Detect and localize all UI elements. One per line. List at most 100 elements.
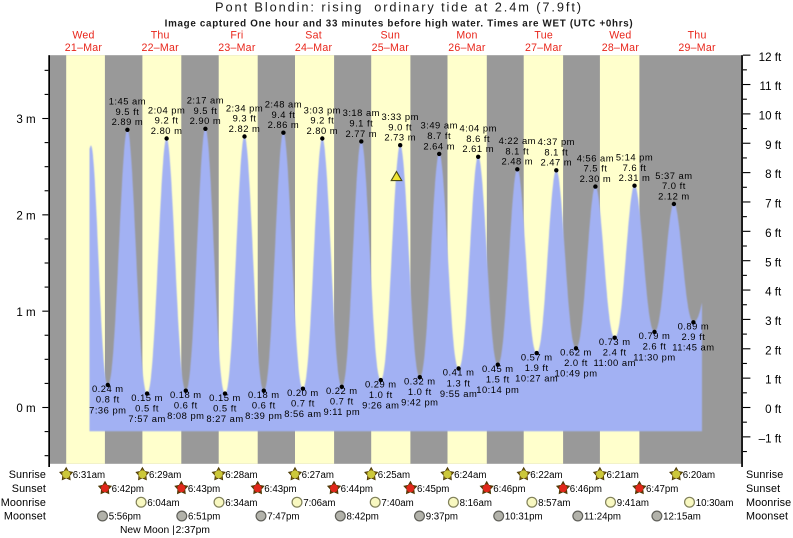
svg-text:Wed: Wed — [609, 30, 631, 42]
svg-text:1.0 ft: 1.0 ft — [408, 386, 432, 397]
svg-text:Image captured One hour and 33: Image captured One hour and 33 minutes b… — [165, 19, 634, 30]
svg-text:6:21am: 6:21am — [607, 470, 639, 481]
svg-text:9 ft: 9 ft — [765, 139, 782, 152]
svg-text:0.18 m: 0.18 m — [170, 389, 202, 400]
svg-text:Moonrise: Moonrise — [746, 497, 791, 509]
svg-text:10:27 am: 10:27 am — [515, 373, 558, 384]
svg-text:0.22 m: 0.22 m — [326, 385, 358, 396]
svg-text:0.57 m: 0.57 m — [521, 351, 553, 362]
svg-text:9:41am: 9:41am — [617, 498, 649, 509]
svg-text:Tue: Tue — [534, 30, 553, 42]
svg-text:21–Mar: 21–Mar — [65, 42, 103, 54]
svg-text:Moonset: Moonset — [746, 511, 788, 523]
svg-text:0.24 m: 0.24 m — [92, 383, 124, 394]
svg-text:11:30 pm: 11:30 pm — [633, 351, 675, 362]
svg-text:7.6 ft: 7.6 ft — [623, 162, 647, 173]
svg-text:2.89 m: 2.89 m — [112, 116, 144, 127]
svg-text:1:45 am: 1:45 am — [109, 96, 146, 107]
svg-text:4:56 am: 4:56 am — [577, 152, 614, 163]
svg-text:0.5 ft: 0.5 ft — [213, 402, 237, 413]
svg-text:6:29am: 6:29am — [149, 470, 181, 481]
svg-text:0.15 m: 0.15 m — [131, 392, 163, 403]
svg-text:5 ft: 5 ft — [765, 256, 782, 269]
svg-text:Thu: Thu — [151, 30, 170, 42]
svg-text:5:14 pm: 5:14 pm — [616, 152, 653, 163]
svg-text:2.80 m: 2.80 m — [151, 125, 183, 136]
svg-text:6 ft: 6 ft — [765, 227, 782, 240]
svg-text:0.7 ft: 0.7 ft — [330, 396, 354, 407]
svg-text:Sunrise: Sunrise — [9, 469, 46, 481]
svg-text:3 m: 3 m — [16, 113, 35, 126]
svg-text:2 ft: 2 ft — [765, 344, 782, 357]
svg-text:2:17 am: 2:17 am — [187, 95, 224, 106]
svg-text:6:43pm: 6:43pm — [188, 484, 220, 495]
svg-text:23–Mar: 23–Mar — [218, 42, 256, 54]
svg-text:28–Mar: 28–Mar — [602, 42, 640, 54]
svg-text:4 ft: 4 ft — [765, 286, 782, 299]
svg-text:3:33 pm: 3:33 pm — [382, 111, 419, 122]
svg-text:0.41 m: 0.41 m — [443, 367, 475, 378]
svg-text:2.86 m: 2.86 m — [268, 119, 300, 130]
svg-text:9.5 ft: 9.5 ft — [115, 106, 139, 117]
svg-text:Thu: Thu — [688, 30, 707, 42]
svg-text:6:42pm: 6:42pm — [112, 484, 144, 495]
svg-text:0.5 ft: 0.5 ft — [135, 402, 159, 413]
svg-text:–1 ft: –1 ft — [759, 433, 782, 446]
svg-text:2:48 am: 2:48 am — [265, 99, 302, 110]
svg-text:8.6 ft: 8.6 ft — [466, 133, 490, 144]
svg-text:0.79 m: 0.79 m — [639, 330, 671, 341]
svg-text:9.3 ft: 9.3 ft — [233, 113, 257, 124]
svg-text:10:14 pm: 10:14 pm — [476, 384, 519, 395]
svg-text:3:49 am: 3:49 am — [421, 120, 458, 131]
svg-text:6:47pm: 6:47pm — [646, 484, 678, 495]
svg-text:7:36 pm: 7:36 pm — [89, 404, 126, 415]
svg-text:9.1 ft: 9.1 ft — [349, 118, 373, 129]
svg-text:2.90 m: 2.90 m — [190, 115, 222, 126]
svg-text:Moonrise: Moonrise — [1, 497, 46, 509]
svg-text:24–Mar: 24–Mar — [295, 42, 333, 54]
svg-text:2.6 ft: 2.6 ft — [643, 341, 667, 352]
svg-text:6:27am: 6:27am — [302, 470, 334, 481]
svg-text:8:42pm: 8:42pm — [347, 512, 379, 523]
svg-text:8:16am: 8:16am — [460, 498, 492, 509]
svg-text:2.31 m: 2.31 m — [619, 172, 651, 183]
svg-text:5:56pm: 5:56pm — [109, 512, 141, 523]
svg-text:22–Mar: 22–Mar — [141, 42, 179, 54]
svg-text:10:30am: 10:30am — [696, 498, 734, 509]
svg-text:Sun: Sun — [380, 30, 400, 42]
svg-text:6:04am: 6:04am — [147, 498, 179, 509]
svg-text:Wed: Wed — [72, 30, 94, 42]
svg-text:12:15am: 12:15am — [663, 512, 701, 523]
svg-text:1 ft: 1 ft — [765, 374, 782, 387]
svg-text:7.5 ft: 7.5 ft — [583, 163, 607, 174]
svg-text:2.77 m: 2.77 m — [345, 128, 377, 139]
svg-text:1.5 ft: 1.5 ft — [486, 374, 510, 385]
svg-text:9.2 ft: 9.2 ft — [310, 115, 334, 126]
svg-text:5:37 am: 5:37 am — [655, 170, 692, 181]
svg-text:6:46pm: 6:46pm — [493, 484, 525, 495]
svg-text:0.6 ft: 0.6 ft — [252, 400, 276, 411]
svg-text:9:11 pm: 9:11 pm — [323, 406, 360, 417]
svg-text:12 ft: 12 ft — [759, 51, 782, 64]
svg-text:9.2 ft: 9.2 ft — [155, 115, 179, 126]
svg-text:Mon: Mon — [456, 30, 477, 42]
svg-text:6:24am: 6:24am — [454, 470, 486, 481]
svg-text:8.1 ft: 8.1 ft — [544, 146, 568, 157]
svg-text:2.73 m: 2.73 m — [384, 132, 416, 143]
svg-text:11:24pm: 11:24pm — [584, 512, 621, 523]
svg-text:9.5 ft: 9.5 ft — [193, 105, 217, 116]
svg-text:1.0 ft: 1.0 ft — [369, 389, 393, 400]
svg-text:7.0 ft: 7.0 ft — [662, 180, 686, 191]
svg-text:8:39 pm: 8:39 pm — [245, 410, 282, 421]
svg-text:0.18 m: 0.18 m — [248, 389, 280, 400]
svg-text:0.8 ft: 0.8 ft — [96, 394, 120, 405]
svg-text:25–Mar: 25–Mar — [372, 42, 410, 54]
svg-text:1 m: 1 m — [16, 306, 35, 319]
svg-text:Sunset: Sunset — [12, 483, 46, 495]
svg-text:4:04 pm: 4:04 pm — [460, 123, 497, 134]
svg-text:7:06am: 7:06am — [303, 498, 335, 509]
svg-text:Sat: Sat — [305, 30, 322, 42]
svg-text:0.20 m: 0.20 m — [287, 387, 319, 398]
svg-text:6:28am: 6:28am — [225, 470, 257, 481]
svg-text:Sunset: Sunset — [746, 483, 780, 495]
